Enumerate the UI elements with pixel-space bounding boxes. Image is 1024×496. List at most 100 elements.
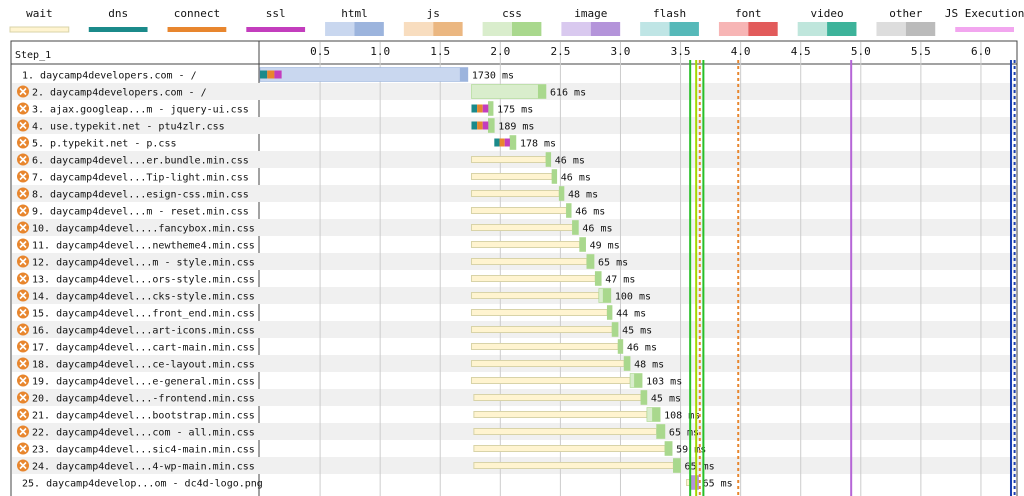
wait-bar: [470, 156, 547, 163]
duration-label: 46 ms: [582, 224, 612, 235]
wait-bar: [470, 258, 588, 265]
download-tail-bar: [624, 356, 631, 371]
legend-swatch-dark-11: [905, 22, 936, 36]
legend-swatch-light-8: [640, 22, 670, 36]
tick-label: 4.0: [731, 45, 751, 58]
legend-swatch-light-4: [325, 22, 355, 36]
wait-bar: [473, 445, 666, 452]
legend-label-js-execution: JS Execution: [945, 7, 1024, 20]
tick-label: 4.5: [791, 45, 811, 58]
legend-swatch-dark-4: [354, 22, 384, 36]
warning-icon-cross: [19, 461, 27, 470]
wait-bar: [470, 292, 600, 299]
connection-bar: [494, 138, 500, 147]
request-label: 6. daycamp4devel...er.bundle.min.css: [32, 156, 249, 167]
download-tail-bar: [488, 101, 494, 116]
download-tail-bar: [551, 169, 557, 184]
request-label: 9. daycamp4devel...m - reset.min.css: [32, 207, 249, 218]
request-label: 16. daycamp4devel...art-icons.min.css: [32, 326, 255, 337]
legend-swatch-dark-10: [827, 22, 857, 36]
legend-label-flash: flash: [653, 7, 686, 20]
request-label: 22. daycamp4devel...com - all.min.css: [32, 428, 255, 439]
legend-swatch-12: [955, 27, 1014, 32]
legend-swatch-dark-7: [590, 22, 621, 36]
duration-label: 46 ms: [627, 343, 657, 354]
request-label: 11. daycamp4devel...newtheme4.min.css: [32, 241, 255, 252]
legend-label-connect: connect: [174, 7, 220, 20]
tick-labels: 0.5 1.0 1.5 2.0 2.5 3.0 3.5 4.0 4.5 5.0 5.5 6.0: [310, 45, 991, 58]
duration-label: 65 ms: [685, 462, 715, 473]
download-tail-bar: [656, 424, 665, 439]
download-tail-bar: [459, 67, 468, 82]
download-tail-bar: [602, 288, 611, 303]
duration-label: 49 ms: [590, 241, 620, 252]
request-label: 2. daycamp4developers.com - /: [32, 88, 207, 99]
warning-icon-cross: [19, 393, 27, 402]
connection-bar: [504, 138, 510, 147]
warning-icon-cross: [19, 104, 27, 113]
download-tail-bar: [690, 475, 699, 490]
connection-bar: [260, 70, 268, 79]
wait-bar: [470, 241, 581, 248]
warning-icon-cross: [19, 410, 27, 419]
duration-label: 45 ms: [651, 394, 681, 405]
wait-bar: [470, 360, 625, 367]
wait-bar: [470, 326, 613, 333]
request-label: 17. daycamp4devel...cart-main.min.css: [32, 343, 255, 354]
duration-label: 175 ms: [497, 105, 533, 116]
legend-swatch-dark-6: [512, 22, 542, 36]
warning-icon-cross: [19, 155, 27, 164]
legend-label-video: video: [811, 7, 844, 20]
download-tail-bar: [652, 407, 661, 422]
tick-label: 3.5: [671, 45, 691, 58]
wait-bar: [473, 462, 674, 469]
request-label: 3. ajax.googleap...m - jquery-ui.css: [32, 105, 249, 116]
warning-icon-cross: [19, 308, 27, 317]
duration-label: 46 ms: [555, 156, 585, 167]
duration-label: 65 ms: [703, 479, 733, 490]
row-backgrounds: [12, 83, 1016, 474]
download-tail-bar: [537, 84, 546, 99]
warning-icon-cross: [19, 189, 27, 198]
warning-icon-cross: [19, 359, 27, 368]
download-tail-bar: [586, 254, 595, 269]
download-bar: [259, 67, 469, 82]
warning-icon-cross: [19, 444, 27, 453]
request-label: 4. use.typekit.net - ptu4zlr.css: [32, 122, 225, 133]
connection-bar: [471, 121, 478, 130]
connection-bar: [477, 104, 483, 113]
legend-label-css: css: [502, 7, 522, 20]
warning-icon-cross: [19, 172, 27, 181]
legend-label-dns: dns: [108, 7, 128, 20]
download-tail-bar: [618, 339, 623, 354]
download-tail-bar: [640, 390, 647, 405]
legend-label-other: other: [889, 7, 922, 20]
request-label: 23. daycamp4devel...sic4-main.min.css: [32, 445, 255, 456]
warning-icon-cross: [19, 342, 27, 351]
request-label: 21. daycamp4devel...bootstrap.min.css: [32, 411, 255, 422]
legend-swatch-1: [88, 27, 148, 32]
tick-label: 0.5: [310, 45, 330, 58]
warning-icon-cross: [19, 121, 27, 130]
duration-label: 178 ms: [520, 139, 556, 150]
request-label: 5. p.typekit.net - p.css: [32, 139, 177, 150]
duration-label: 47 ms: [605, 275, 635, 286]
connection-bar: [471, 104, 478, 113]
download-bar: [471, 84, 547, 99]
download-tail-bar: [545, 152, 551, 167]
connection-bar: [482, 121, 489, 130]
download-tail-bar: [673, 458, 681, 473]
warning-icon-cross: [19, 257, 27, 266]
legend-swatch-light-11: [876, 22, 906, 36]
tick-label: 5.0: [851, 45, 871, 58]
legend-label-font: font: [735, 7, 762, 20]
legend-swatch-dark-9: [748, 22, 778, 36]
download-tail-bar: [572, 220, 579, 235]
download-tail-bar: [664, 441, 673, 456]
warning-icon-cross: [19, 325, 27, 334]
duration-label: 46 ms: [561, 173, 591, 184]
table-frame: [10, 40, 1018, 496]
duration-label: 59 ms: [676, 445, 706, 456]
duration-label: 65 ms: [598, 258, 628, 269]
